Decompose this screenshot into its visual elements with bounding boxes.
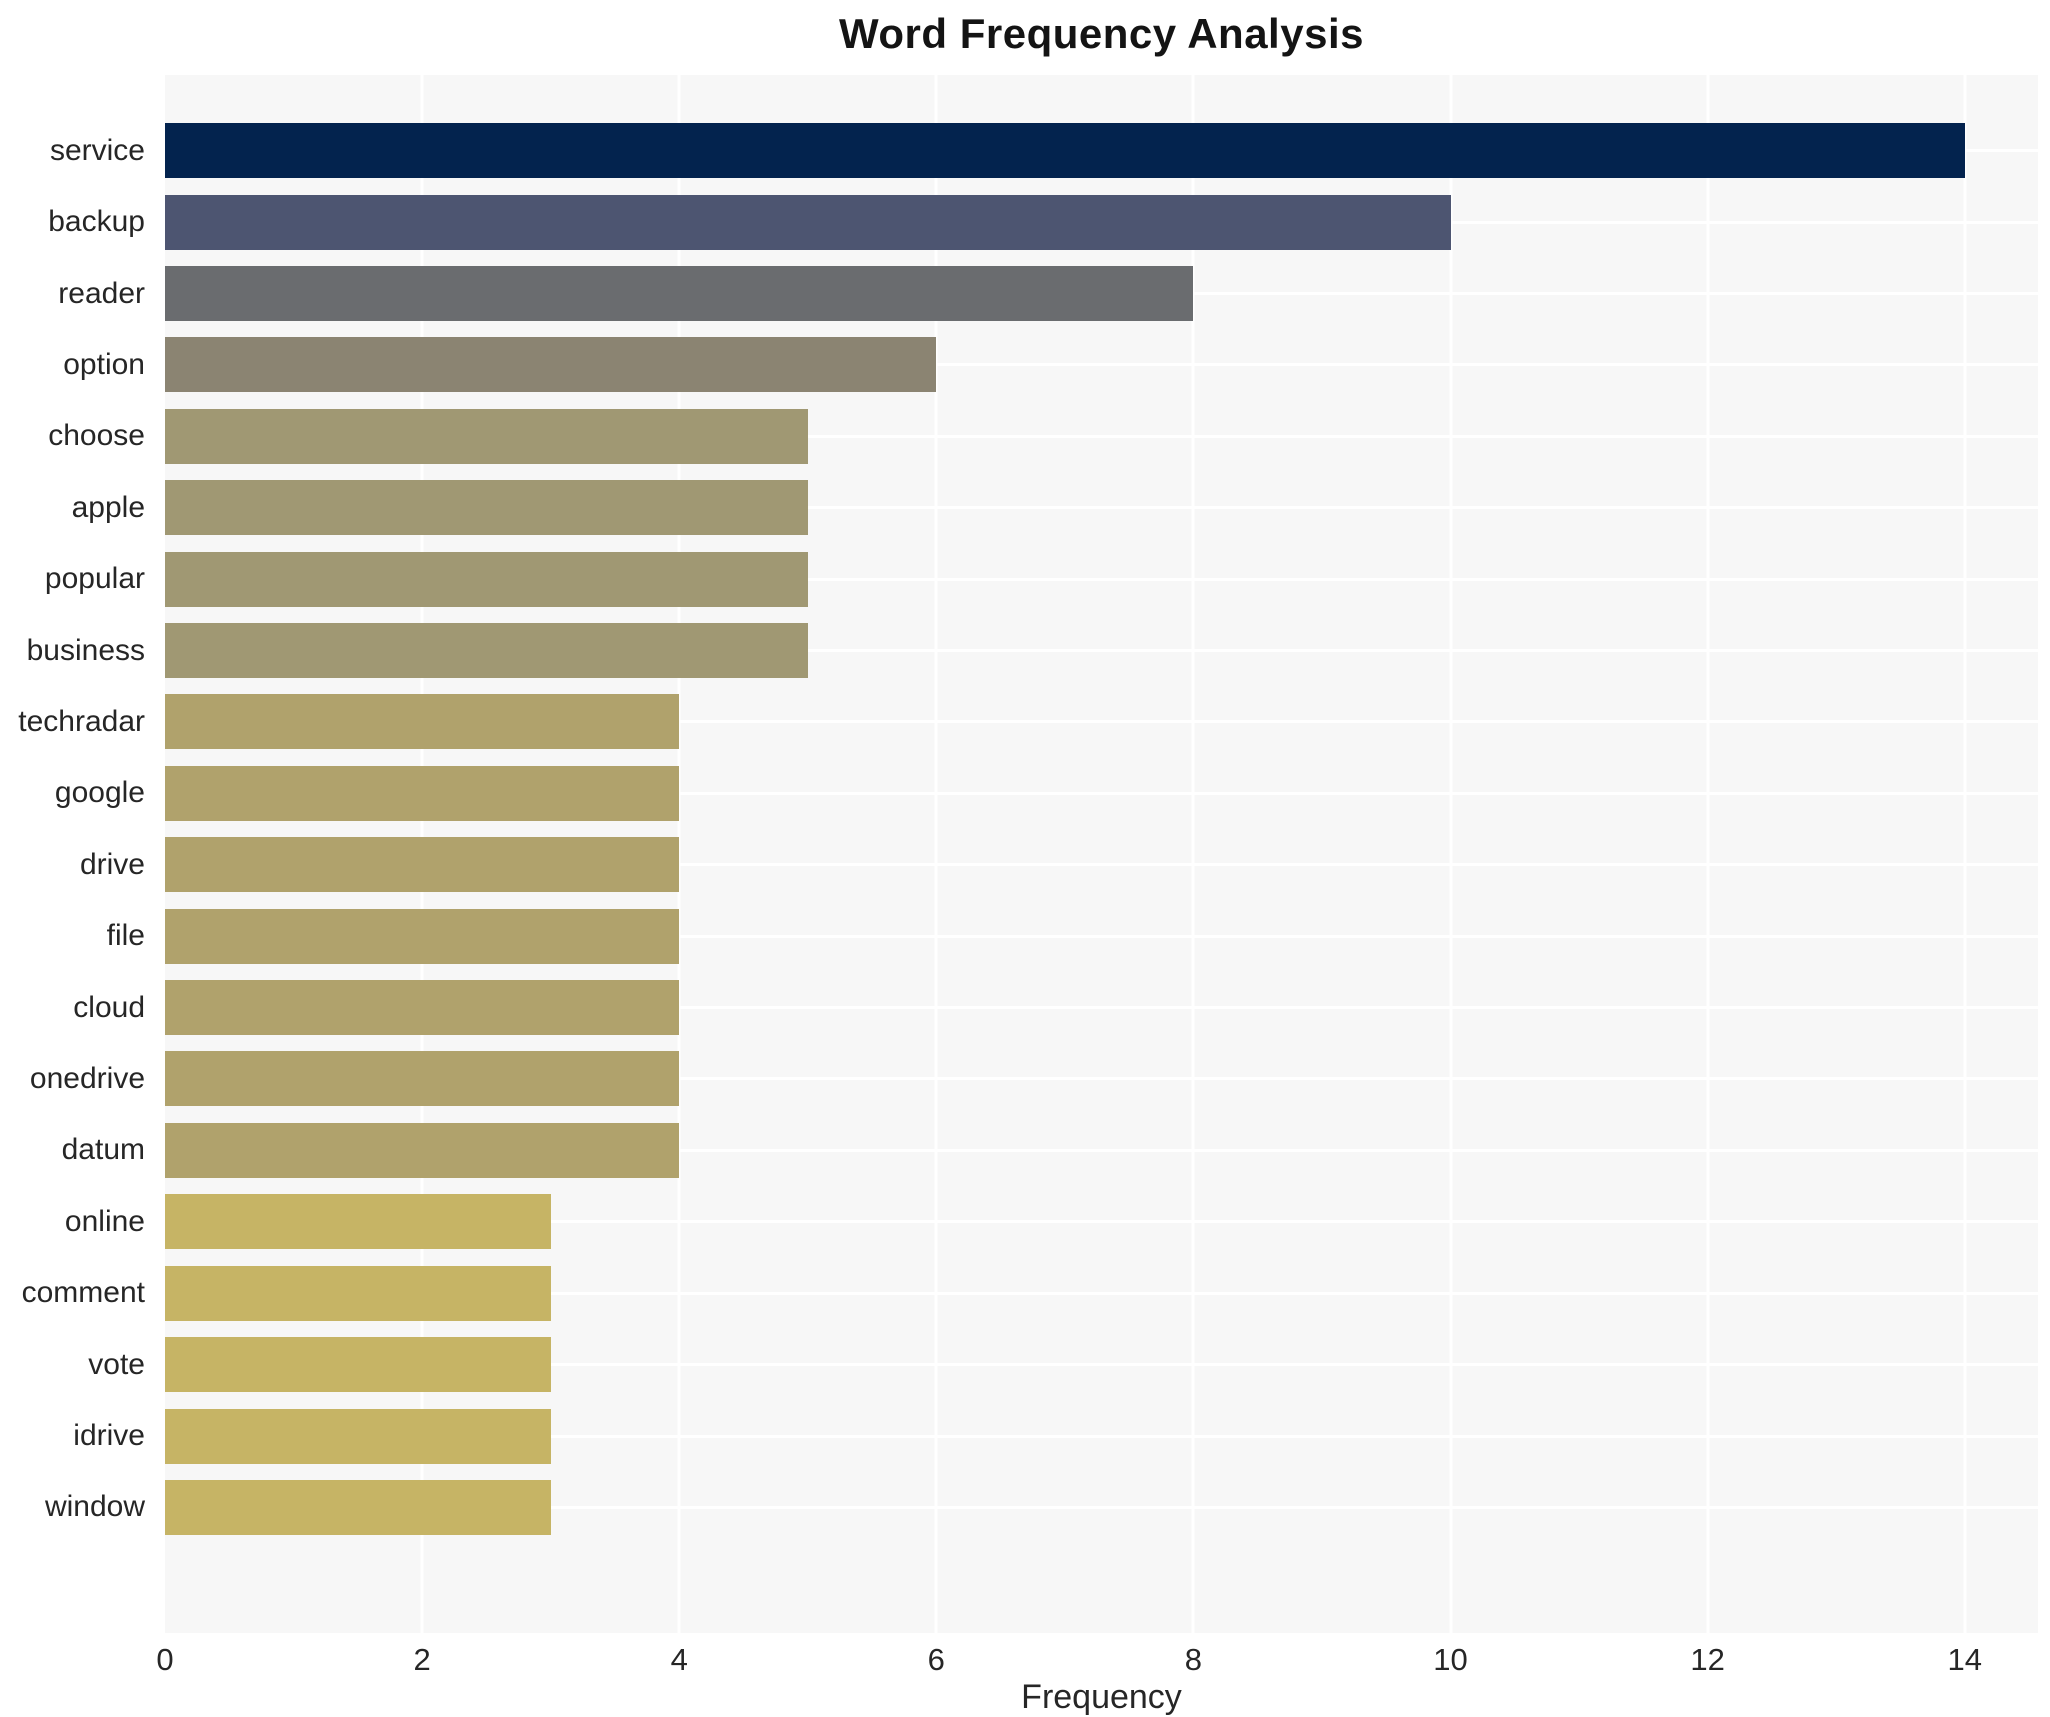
- x-tick-label: 0: [156, 1642, 174, 1677]
- bar: [165, 123, 1965, 179]
- gridline-v: [1449, 75, 1453, 1633]
- category-label: techradar: [18, 704, 145, 738]
- category-label: business: [26, 633, 145, 667]
- bar-row: service: [50, 115, 2038, 186]
- gridline-h: [165, 1220, 2038, 1224]
- bar-row: online: [65, 1186, 2038, 1257]
- x-tick-label: 4: [670, 1642, 688, 1677]
- gridline-h: [165, 1291, 2038, 1295]
- category-label: vote: [88, 1347, 145, 1381]
- category-label: apple: [71, 490, 145, 524]
- gridline-v: [1706, 75, 1710, 1633]
- bar: [165, 408, 808, 464]
- category-label: backup: [48, 205, 145, 239]
- gridline-v: [677, 75, 681, 1633]
- bar: [165, 694, 680, 750]
- bar: [165, 1337, 551, 1393]
- chart-title: Word Frequency Analysis: [839, 10, 1364, 57]
- bar: [165, 551, 808, 607]
- x-tick-label: 8: [1184, 1642, 1203, 1677]
- bar: [165, 480, 808, 536]
- bar: [165, 1479, 551, 1535]
- bar-row: idrive: [73, 1400, 2038, 1471]
- bar-row: techradar: [18, 686, 2038, 757]
- category-label: idrive: [73, 1419, 145, 1453]
- category-label: reader: [58, 276, 145, 310]
- bar-row: option: [63, 329, 2038, 400]
- bar-row: file: [107, 900, 2038, 971]
- x-tick-label: 2: [413, 1642, 431, 1677]
- bar: [165, 1265, 551, 1321]
- category-label: online: [64, 1204, 145, 1238]
- gridline-h: [165, 863, 2038, 867]
- bar-row: window: [45, 1472, 2038, 1543]
- category-label: option: [63, 347, 145, 381]
- x-axis: 0 2 4 6 8 10 12 14: [156, 1642, 2038, 1682]
- bar-row: drive: [80, 829, 2038, 900]
- bar-row: onedrive: [30, 1043, 2038, 1114]
- gridline-h: [165, 934, 2038, 938]
- bar-row: business: [27, 615, 2038, 686]
- category-label: service: [49, 133, 145, 167]
- bar: [165, 765, 680, 821]
- bar-row: vote: [88, 1329, 2038, 1400]
- bar-row: cloud: [73, 972, 2038, 1043]
- gridline-h: [165, 1077, 2038, 1081]
- bar: [165, 266, 1194, 322]
- bar: [165, 837, 680, 893]
- category-label: google: [54, 776, 145, 810]
- bar-row: comment: [22, 1258, 2038, 1329]
- bar: [165, 1122, 680, 1178]
- gridline-h: [165, 1434, 2038, 1438]
- plot-area: service backup reader option choose apple popu…: [18, 75, 2038, 1633]
- bar-row: popular: [45, 543, 2038, 614]
- gridline-h: [165, 363, 2038, 367]
- x-tick-label: 6: [927, 1642, 945, 1677]
- bar-rows: service backup reader option choose apple popu…: [18, 115, 2038, 1543]
- category-label: window: [44, 1490, 145, 1524]
- gridline-h: [165, 1006, 2038, 1010]
- category-label: comment: [21, 1276, 145, 1310]
- bar: [165, 1051, 680, 1107]
- x-tick-label: 14: [1947, 1642, 1982, 1677]
- bar-row: backup: [48, 186, 2038, 257]
- gridline-v: [1963, 75, 1967, 1633]
- gridline-h: [165, 1363, 2038, 1367]
- gridline-h: [165, 1505, 2038, 1509]
- category-label: popular: [44, 562, 145, 596]
- bar: [165, 194, 1451, 250]
- gridline-h: [165, 1148, 2038, 1152]
- gridline-v: [1191, 75, 1195, 1633]
- gridline-h: [165, 791, 2038, 795]
- gridline-h: [165, 434, 2038, 438]
- bar: [165, 1408, 551, 1464]
- category-label: datum: [61, 1133, 145, 1167]
- bar-row: reader: [58, 258, 2038, 329]
- x-tick-label: 12: [1690, 1642, 1725, 1677]
- bar: [165, 980, 680, 1036]
- gridline-h: [165, 506, 2038, 510]
- x-axis-label: Frequency: [1021, 1678, 1182, 1716]
- category-label: choose: [48, 419, 145, 453]
- gridline-h: [165, 649, 2038, 653]
- category-label: file: [106, 919, 145, 953]
- x-tick-label: 10: [1433, 1642, 1468, 1677]
- category-label: drive: [79, 847, 145, 881]
- category-label: cloud: [73, 990, 145, 1024]
- bar: [165, 908, 680, 964]
- bar-row: apple: [72, 472, 2038, 543]
- bar: [165, 1194, 551, 1250]
- category-label: onedrive: [29, 1061, 145, 1095]
- gridline-v: [934, 75, 938, 1633]
- gridline-h: [165, 720, 2038, 724]
- bar-row: google: [55, 758, 2038, 829]
- bar: [165, 337, 937, 393]
- bar: [165, 623, 808, 679]
- bar-row: datum: [62, 1115, 2038, 1186]
- bar-row: choose: [48, 401, 2038, 472]
- gridline-h: [165, 577, 2038, 581]
